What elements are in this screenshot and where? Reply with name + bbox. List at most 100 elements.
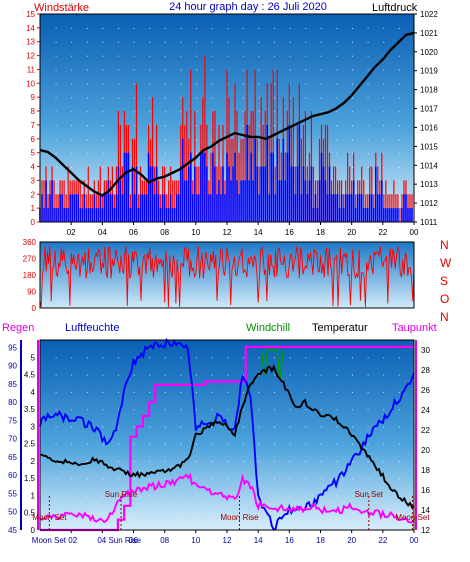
climate-grid-dot bbox=[242, 409, 244, 411]
climate-grid-dot bbox=[258, 461, 260, 463]
climate-grid-dot bbox=[211, 513, 213, 514]
wind-grid-dot bbox=[274, 69, 275, 71]
direction-plot-frame bbox=[39, 241, 415, 309]
wind-grid-dot bbox=[71, 125, 73, 127]
climate-grid-dot bbox=[367, 391, 369, 393]
climate-grid-dot bbox=[164, 443, 166, 445]
wind-grid-dot bbox=[242, 27, 244, 29]
wind-grid-dot bbox=[86, 166, 88, 168]
wind-grid-dot bbox=[289, 97, 291, 99]
climate-grid-dot bbox=[289, 461, 291, 463]
wind-grid-dot bbox=[305, 27, 307, 29]
climate-grid-dot bbox=[367, 357, 369, 359]
wind-grid-dot bbox=[71, 97, 73, 99]
wind-grid-dot bbox=[258, 69, 260, 71]
wind-grid-dot bbox=[86, 111, 88, 113]
compass-letter: O bbox=[440, 292, 449, 306]
wind-grid-dot bbox=[180, 27, 182, 29]
astro-event-label: Moon Set bbox=[395, 513, 430, 522]
climate-grid-dot bbox=[149, 495, 151, 497]
wind-grid-dot bbox=[149, 41, 151, 43]
hour-tick-label: 00 bbox=[410, 228, 419, 237]
wind-grid-dot bbox=[274, 166, 275, 168]
wind-grid-dot bbox=[180, 41, 182, 43]
climate-grid-dot bbox=[383, 409, 385, 411]
wind-grid-dot bbox=[102, 180, 104, 182]
wind-tick-label: 5 bbox=[31, 149, 36, 158]
wind-grid-dot bbox=[258, 55, 260, 57]
wind-grid-dot bbox=[211, 41, 213, 43]
climate-grid-dot bbox=[289, 409, 291, 411]
climate-grid-dot bbox=[383, 495, 385, 497]
compass-letter: N bbox=[440, 238, 449, 252]
climate-grid-dot bbox=[180, 374, 182, 376]
wind-grid-dot bbox=[242, 125, 244, 127]
climate-grid-dot bbox=[274, 374, 275, 376]
wind-grid-dot bbox=[242, 69, 244, 71]
hour-tick-label: 10 bbox=[191, 228, 200, 237]
climate-grid-dot bbox=[180, 495, 182, 497]
pressure-tick-label: 1021 bbox=[420, 29, 438, 38]
wind-grid-dot bbox=[86, 194, 88, 196]
climate-grid-dot bbox=[367, 426, 369, 428]
climate-grid-dot bbox=[164, 426, 166, 428]
temperature-tick-label: 26 bbox=[421, 386, 430, 395]
wind-grid-dot bbox=[211, 27, 213, 29]
wind-tick-label: 10 bbox=[26, 79, 35, 88]
rain-tick-label: 2 bbox=[31, 457, 36, 466]
climate-grid-dot bbox=[118, 426, 119, 428]
wind-grid-dot bbox=[149, 194, 151, 196]
wind-grid-dot bbox=[336, 27, 338, 29]
hour-tick-label: 04 Sun Rise bbox=[97, 536, 141, 545]
climate-grid-dot bbox=[211, 495, 213, 497]
climate-grid-dot bbox=[102, 391, 104, 393]
climate-grid-dot bbox=[398, 391, 400, 393]
temperature-tick-label: 30 bbox=[421, 346, 430, 355]
wind-grid-dot bbox=[118, 41, 119, 43]
climate-grid-dot bbox=[352, 409, 353, 411]
climate-grid-dot bbox=[55, 357, 57, 359]
climate-grid-dot bbox=[102, 409, 104, 411]
pressure-tick-label: 1016 bbox=[420, 123, 438, 132]
wind-grid-dot bbox=[398, 27, 400, 29]
wind-grid-dot bbox=[289, 55, 291, 57]
climate-grid-dot bbox=[55, 478, 57, 480]
climate-grid-dot bbox=[133, 478, 135, 480]
wind-grid-dot bbox=[102, 41, 104, 43]
climate-grid-dot bbox=[102, 513, 104, 514]
temperature-tick-label: 18 bbox=[421, 466, 430, 475]
wind-grid-dot bbox=[367, 69, 369, 71]
wind-grid-dot bbox=[102, 83, 104, 85]
wind-grid-dot bbox=[180, 83, 182, 85]
wind-grid-dot bbox=[398, 166, 400, 168]
climate-grid-dot bbox=[86, 461, 88, 463]
humidity-tick-label: 50 bbox=[8, 508, 17, 517]
wind-grid-dot bbox=[196, 69, 197, 71]
climate-grid-dot bbox=[383, 426, 385, 428]
wind-grid-dot bbox=[274, 153, 275, 154]
climate-grid-dot bbox=[398, 461, 400, 463]
climate-grid-dot bbox=[242, 357, 244, 359]
climate-grid-dot bbox=[289, 513, 291, 514]
climate-grid-dot bbox=[320, 461, 322, 463]
wind-grid-dot bbox=[102, 97, 104, 99]
wind-grid-dot bbox=[398, 55, 400, 57]
wind-grid-dot bbox=[227, 27, 229, 29]
wind-grid-dot bbox=[149, 153, 151, 154]
climate-grid-dot bbox=[227, 409, 229, 411]
wind-grid-dot bbox=[102, 27, 104, 29]
climate-grid-dot bbox=[102, 478, 104, 480]
wind-grid-dot bbox=[383, 153, 385, 154]
wind-grid-dot bbox=[149, 97, 151, 99]
climate-grid-dot bbox=[398, 478, 400, 480]
climate-grid-dot bbox=[149, 357, 151, 359]
wind-grid-dot bbox=[133, 97, 135, 99]
climate-grid-dot bbox=[242, 461, 244, 463]
climate-grid-dot bbox=[274, 443, 275, 445]
wind-grid-dot bbox=[149, 55, 151, 57]
climate-grid-dot bbox=[320, 374, 322, 376]
climate-grid-dot bbox=[133, 374, 135, 376]
wind-grid-dot bbox=[55, 83, 57, 85]
wind-grid-dot bbox=[71, 69, 73, 71]
climate-grid-dot bbox=[274, 426, 275, 428]
